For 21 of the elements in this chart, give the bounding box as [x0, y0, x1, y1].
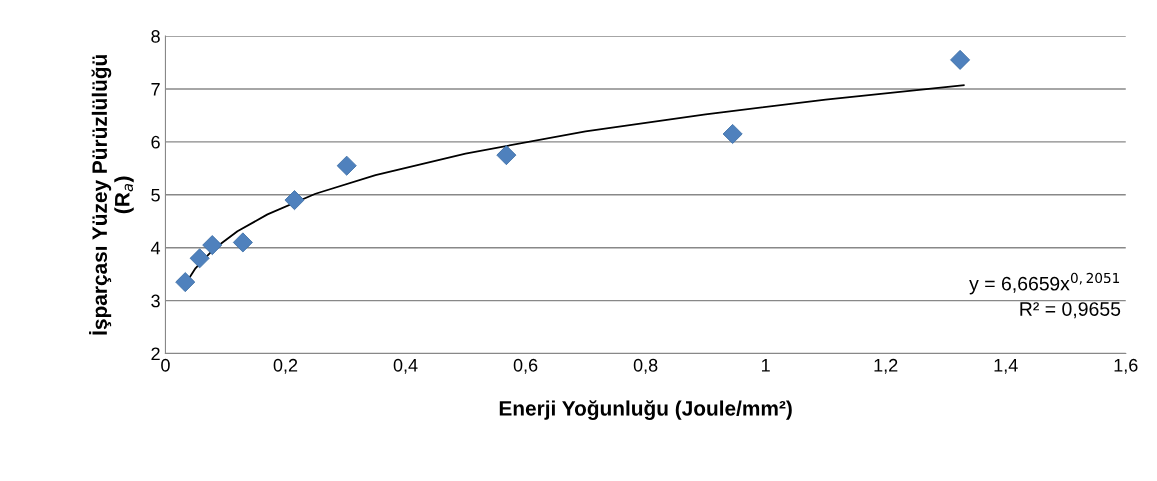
x-tick-label: 0,6 — [513, 358, 538, 374]
point — [232, 232, 253, 253]
x-tick-label: 1,2 — [874, 358, 898, 374]
x-tick-label: 1,6 — [1114, 358, 1138, 374]
x-tick-label: 0,8 — [633, 358, 658, 374]
x-tick-label: 0 — [161, 358, 170, 372]
x-tick-label: 1,4 — [994, 359, 1018, 374]
x-tick-label: 1 — [762, 359, 770, 372]
y-tick-label: 5 — [151, 188, 160, 202]
y-tick-label: 6 — [151, 135, 160, 149]
annotation: R² = 0,9655 — [1020, 302, 1121, 319]
x-tick-label: 0,2 — [273, 358, 298, 374]
x-tick-label: 0,4 — [393, 358, 418, 374]
y-tick-label: 3 — [151, 294, 160, 308]
y-tick-label: 2 — [151, 347, 160, 361]
y-tick-label: 4 — [150, 241, 161, 255]
y-tick-label: 7 — [151, 83, 160, 96]
x-axis-title: Enerji Yoğunluğu (Joule/mm²) — [499, 400, 792, 420]
annotation: y = 6,6659x$^{0,2051}$ — [969, 272, 1120, 295]
y-axis-title: İşparçası Yüzey Pürüzlülüğü (R$_{a}$) — [89, 55, 134, 335]
y-tick-label: 8 — [151, 30, 160, 43]
